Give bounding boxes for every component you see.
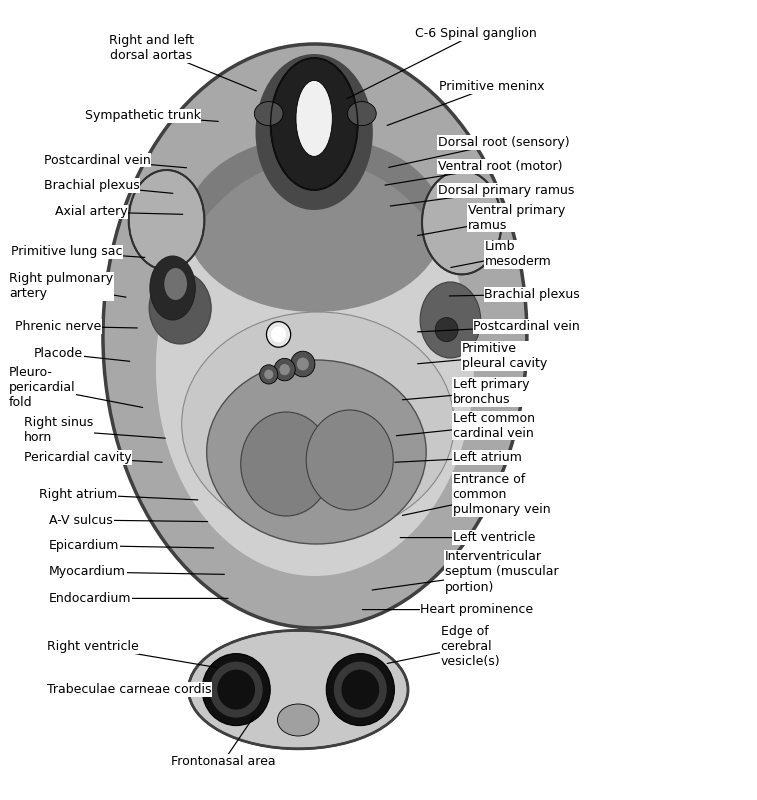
Ellipse shape [255, 54, 372, 210]
Ellipse shape [422, 170, 502, 274]
Ellipse shape [254, 102, 283, 126]
Text: Left common
cardinal vein: Left common cardinal vein [397, 411, 534, 440]
Ellipse shape [164, 268, 187, 300]
Text: Right pulmonary
artery: Right pulmonary artery [9, 272, 126, 300]
Ellipse shape [182, 312, 454, 536]
Text: C-6 Spinal ganglion: C-6 Spinal ganglion [347, 27, 537, 98]
Text: Primitive lung sac: Primitive lung sac [11, 246, 145, 258]
Text: A-V sulcus: A-V sulcus [49, 514, 207, 526]
Text: Limb
mesoderm: Limb mesoderm [451, 240, 551, 268]
Ellipse shape [435, 318, 458, 342]
Text: Heart prominence: Heart prominence [363, 603, 533, 616]
Text: Right atrium: Right atrium [39, 488, 198, 501]
Text: Brachial plexus: Brachial plexus [44, 179, 173, 194]
Ellipse shape [129, 170, 204, 270]
Ellipse shape [297, 358, 309, 370]
Text: Phrenic nerve: Phrenic nerve [15, 320, 137, 333]
Text: Axial artery: Axial artery [55, 206, 182, 218]
Text: Epicardium: Epicardium [49, 539, 213, 552]
Ellipse shape [150, 256, 195, 320]
Ellipse shape [334, 662, 387, 718]
Text: Trabeculae carneae cordis: Trabeculae carneae cordis [47, 683, 211, 696]
Ellipse shape [271, 326, 286, 342]
Ellipse shape [264, 370, 273, 379]
Text: Frontonasal area: Frontonasal area [171, 716, 276, 768]
Ellipse shape [207, 360, 426, 544]
Text: Myocardium: Myocardium [49, 566, 224, 578]
Ellipse shape [149, 272, 211, 344]
Ellipse shape [341, 670, 379, 710]
Text: Dorsal primary ramus: Dorsal primary ramus [391, 184, 574, 206]
Ellipse shape [274, 358, 295, 381]
Ellipse shape [279, 364, 290, 375]
Text: Left atrium: Left atrium [395, 451, 522, 464]
Ellipse shape [347, 102, 376, 126]
Text: Pericardial cavity: Pericardial cavity [24, 451, 162, 464]
Text: Primitive meninx: Primitive meninx [387, 80, 544, 126]
Ellipse shape [260, 365, 278, 384]
Ellipse shape [103, 44, 527, 628]
Text: Placode: Placode [34, 347, 129, 362]
Ellipse shape [266, 322, 291, 347]
Text: Left ventricle: Left ventricle [400, 531, 535, 544]
Text: Sympathetic trunk: Sympathetic trunk [85, 110, 218, 122]
Ellipse shape [210, 662, 263, 718]
Text: Postcardinal vein: Postcardinal vein [44, 154, 186, 168]
Text: Postcardinal vein: Postcardinal vein [418, 320, 580, 333]
Ellipse shape [186, 136, 444, 312]
Text: Brachial plexus: Brachial plexus [450, 288, 580, 301]
Ellipse shape [291, 351, 315, 377]
Text: Ventral primary
ramus: Ventral primary ramus [418, 204, 565, 235]
Ellipse shape [156, 160, 474, 576]
Text: Entrance of
common
pulmonary vein: Entrance of common pulmonary vein [403, 473, 550, 516]
Text: Pleuro-
pericardial
fold: Pleuro- pericardial fold [9, 366, 142, 410]
Ellipse shape [217, 670, 255, 710]
Ellipse shape [188, 630, 408, 749]
Text: Right ventricle: Right ventricle [47, 640, 217, 667]
Text: Primitive
pleural cavity: Primitive pleural cavity [418, 342, 547, 370]
Text: Dorsal root (sensory): Dorsal root (sensory) [389, 136, 569, 167]
Ellipse shape [278, 704, 319, 736]
Ellipse shape [202, 654, 270, 726]
Text: Interventricular
septum (muscular
portion): Interventricular septum (muscular portio… [372, 550, 559, 594]
Ellipse shape [326, 654, 394, 726]
Text: Right sinus
horn: Right sinus horn [24, 416, 165, 445]
Ellipse shape [296, 80, 332, 157]
Text: Left primary
bronchus: Left primary bronchus [403, 378, 529, 406]
Ellipse shape [420, 282, 481, 358]
Ellipse shape [241, 412, 332, 516]
Ellipse shape [306, 410, 394, 510]
Text: Ventral root (motor): Ventral root (motor) [385, 160, 562, 185]
Text: Endocardium: Endocardium [49, 592, 228, 605]
Text: Right and left
dorsal aortas: Right and left dorsal aortas [109, 34, 257, 91]
Ellipse shape [270, 58, 358, 190]
Text: Edge of
cerebral
vesicle(s): Edge of cerebral vesicle(s) [388, 625, 500, 668]
